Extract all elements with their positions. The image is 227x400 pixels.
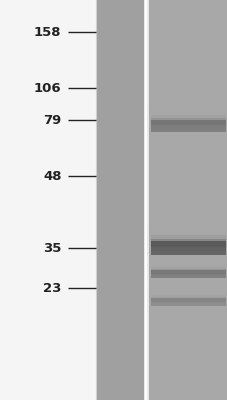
Bar xyxy=(150,274,225,276)
Bar xyxy=(150,306,225,308)
Bar xyxy=(150,122,225,125)
Bar xyxy=(150,115,225,118)
Bar xyxy=(149,0,227,400)
Bar xyxy=(150,235,225,239)
Bar xyxy=(150,302,225,304)
Bar xyxy=(150,271,225,274)
Bar xyxy=(150,264,225,267)
Bar xyxy=(150,132,225,136)
Bar xyxy=(150,227,225,231)
Bar xyxy=(150,128,225,132)
Bar xyxy=(150,293,225,296)
Bar xyxy=(150,270,225,278)
Bar xyxy=(150,297,225,300)
Bar xyxy=(150,239,225,243)
Bar xyxy=(150,251,225,255)
Bar xyxy=(150,291,225,293)
Bar xyxy=(150,266,225,269)
Text: 23: 23 xyxy=(43,282,61,294)
Bar xyxy=(150,243,225,247)
Bar xyxy=(0,0,95,400)
Bar xyxy=(150,120,225,132)
Bar xyxy=(150,300,225,302)
Bar xyxy=(150,255,225,259)
Text: 158: 158 xyxy=(34,26,61,38)
Bar xyxy=(150,247,225,251)
Bar xyxy=(150,118,225,122)
Bar xyxy=(150,108,225,112)
Bar xyxy=(150,298,225,306)
Text: 79: 79 xyxy=(43,114,61,126)
Bar xyxy=(150,112,225,115)
Bar xyxy=(150,262,225,264)
Bar xyxy=(150,295,225,298)
Bar xyxy=(95,0,143,400)
Text: 35: 35 xyxy=(43,242,61,254)
Bar xyxy=(150,231,225,235)
Bar xyxy=(150,278,225,280)
Bar xyxy=(150,241,225,255)
Bar xyxy=(150,276,225,278)
Text: 106: 106 xyxy=(34,82,61,94)
Bar xyxy=(150,269,225,271)
Bar xyxy=(150,304,225,306)
Bar xyxy=(150,125,225,129)
Text: 48: 48 xyxy=(43,170,61,182)
